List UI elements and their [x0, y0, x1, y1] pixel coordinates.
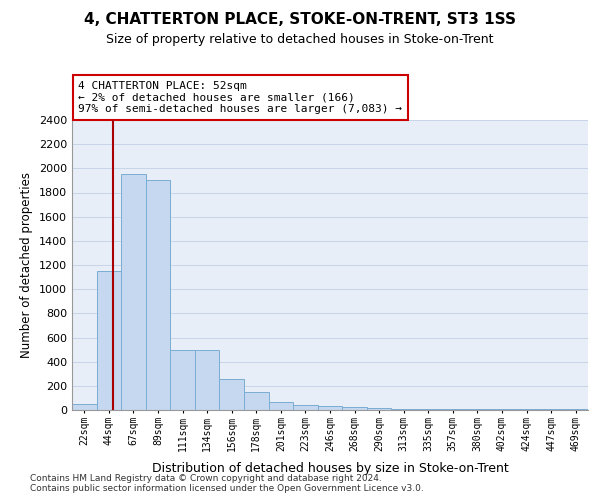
- Bar: [146, 180, 170, 410]
- Bar: [121, 174, 146, 410]
- Text: 4 CHATTERTON PLACE: 52sqm
← 2% of detached houses are smaller (166)
97% of semi-: 4 CHATTERTON PLACE: 52sqm ← 2% of detach…: [78, 81, 402, 114]
- Bar: [391, 408, 416, 410]
- Bar: [170, 350, 195, 410]
- Bar: [293, 405, 318, 410]
- Bar: [220, 378, 244, 410]
- Text: Contains HM Land Registry data © Crown copyright and database right 2024.: Contains HM Land Registry data © Crown c…: [30, 474, 382, 483]
- Text: Contains public sector information licensed under the Open Government Licence v3: Contains public sector information licen…: [30, 484, 424, 493]
- Bar: [72, 404, 97, 410]
- Text: Size of property relative to detached houses in Stoke-on-Trent: Size of property relative to detached ho…: [106, 32, 494, 46]
- Bar: [269, 402, 293, 410]
- Y-axis label: Number of detached properties: Number of detached properties: [20, 172, 34, 358]
- Bar: [195, 350, 220, 410]
- Bar: [244, 392, 269, 410]
- Bar: [318, 406, 342, 410]
- Bar: [416, 409, 440, 410]
- Text: 4, CHATTERTON PLACE, STOKE-ON-TRENT, ST3 1SS: 4, CHATTERTON PLACE, STOKE-ON-TRENT, ST3…: [84, 12, 516, 28]
- Bar: [367, 408, 391, 410]
- Bar: [342, 407, 367, 410]
- X-axis label: Distribution of detached houses by size in Stoke-on-Trent: Distribution of detached houses by size …: [152, 462, 508, 475]
- Bar: [97, 271, 121, 410]
